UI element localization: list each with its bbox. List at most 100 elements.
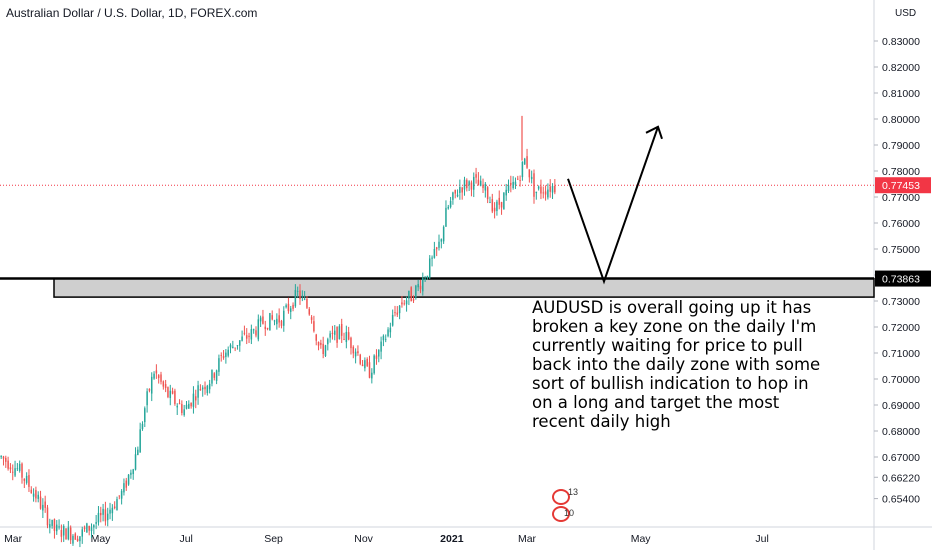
candle-body <box>23 478 26 481</box>
candle-body <box>225 352 227 357</box>
candle-body <box>183 409 185 416</box>
candle-body <box>486 187 489 200</box>
candle-body <box>533 173 535 197</box>
candle-body <box>294 290 297 307</box>
candle-body <box>292 304 294 309</box>
candle-body <box>273 320 276 322</box>
candle-body <box>551 186 554 193</box>
candle-body <box>269 313 271 331</box>
candle-body <box>331 332 334 334</box>
candle-body <box>81 529 83 537</box>
badge-top-value: 13 <box>568 487 579 497</box>
candle-body <box>500 202 503 208</box>
candle-body <box>354 351 357 357</box>
candle-body <box>296 290 299 292</box>
candle-body <box>308 308 311 315</box>
candle-body <box>58 526 60 528</box>
candle-body <box>368 362 371 378</box>
candle-body <box>155 370 158 374</box>
candle-body <box>449 200 452 208</box>
x-tick-label: Sep <box>264 533 283 545</box>
candle-body <box>340 323 343 336</box>
candle-body <box>313 321 315 332</box>
candle-body <box>484 183 487 191</box>
candle-body <box>431 257 433 259</box>
candle-body <box>162 381 165 387</box>
candle-body <box>201 387 204 390</box>
candle-body <box>343 338 345 340</box>
candle-body <box>537 186 540 189</box>
candle-body <box>56 524 58 532</box>
candle-body <box>396 312 399 315</box>
candle-body <box>387 329 389 337</box>
candle-body <box>278 315 280 323</box>
candle-body <box>206 385 209 394</box>
candle-body <box>547 189 549 198</box>
candle-body <box>489 202 491 203</box>
candle-body <box>375 355 378 359</box>
candle-body <box>322 343 324 355</box>
candle-body <box>554 186 556 193</box>
y-tick-label: 0.79000 <box>882 140 920 152</box>
candle-body <box>470 182 473 190</box>
candle-body <box>178 403 181 405</box>
candle-body <box>46 507 49 526</box>
candle-body <box>190 402 192 407</box>
candle-body <box>528 169 531 178</box>
candle-body <box>199 389 202 391</box>
candle-body <box>241 336 243 341</box>
candle-body <box>67 527 70 540</box>
candle-body <box>123 483 125 493</box>
annotation-text: AUDUSD is overall going up it has broken… <box>532 298 821 431</box>
candle-body <box>512 181 514 188</box>
candle-body <box>398 305 401 314</box>
candle-body <box>25 475 28 483</box>
candle-body <box>389 327 392 333</box>
key-zone-rectangle[interactable] <box>53 277 875 298</box>
candle-body <box>301 295 304 297</box>
candle-body <box>498 197 500 205</box>
indicator-badge[interactable]: 13 10 <box>550 487 584 525</box>
candle-body <box>445 207 447 227</box>
candle-body <box>523 158 526 165</box>
candle-body <box>150 376 153 394</box>
candle-body <box>461 187 463 193</box>
candle-body <box>252 329 255 331</box>
candle-body <box>250 329 253 340</box>
candle-body <box>317 342 320 346</box>
current-price-tag <box>875 177 931 194</box>
candle-body <box>234 347 236 349</box>
key-level-label: 0.73863 <box>882 274 920 286</box>
candle-body <box>338 326 341 340</box>
candle-body <box>514 181 517 185</box>
candle-body <box>408 290 410 299</box>
candle-body <box>262 316 264 324</box>
candle-body <box>222 356 225 358</box>
y-tick-label: 0.67000 <box>882 452 920 464</box>
y-tick-label: 0.70000 <box>882 374 920 386</box>
candle-body <box>239 340 241 346</box>
candle-body <box>255 330 257 336</box>
candle-body <box>7 460 9 469</box>
candle-body <box>218 358 220 372</box>
candle-body <box>72 535 74 544</box>
candle-body <box>257 319 260 340</box>
candle-body <box>438 241 440 248</box>
candle-body <box>118 495 121 497</box>
y-tick-label: 0.83000 <box>882 36 920 48</box>
candle-body <box>544 191 547 195</box>
projection-path[interactable] <box>567 126 659 285</box>
candle-body <box>83 527 86 530</box>
candle-body <box>285 305 287 308</box>
chart-title: Australian Dollar / U.S. Dollar, 1D, FOR… <box>6 6 258 20</box>
candle-body <box>482 184 484 189</box>
candle-body <box>97 512 100 523</box>
candle-body <box>42 504 44 511</box>
candle-body <box>519 180 521 181</box>
candle-body <box>120 490 123 499</box>
candle-body <box>371 372 373 379</box>
candle-body <box>479 180 482 186</box>
candle-body <box>197 385 199 398</box>
current-price-label: 0.77453 <box>882 180 920 192</box>
